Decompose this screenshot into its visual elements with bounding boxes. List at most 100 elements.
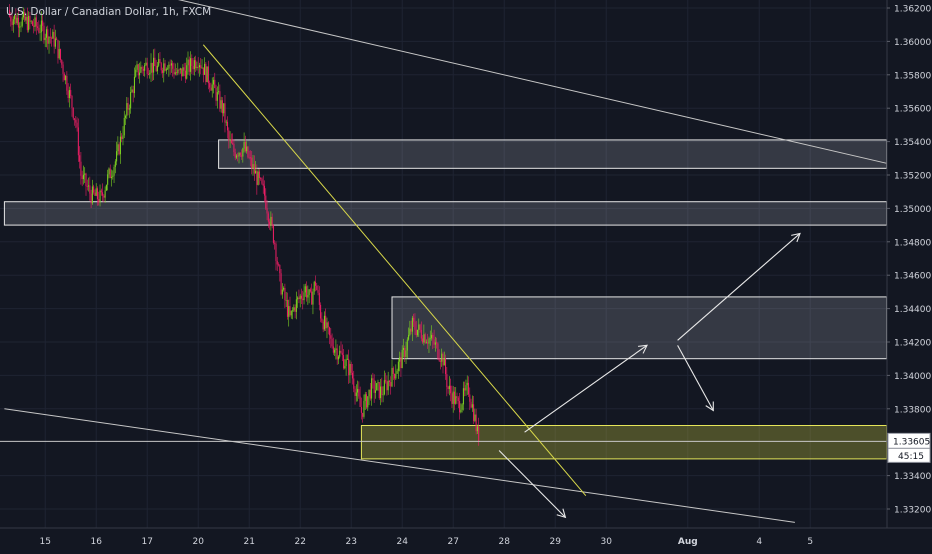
candle	[16, 12, 18, 26]
candle-body	[137, 64, 139, 76]
candles	[8, 4, 480, 446]
candle-body	[59, 49, 62, 60]
candle-body	[161, 70, 164, 73]
candle-body	[89, 185, 91, 194]
candle	[255, 160, 257, 174]
candle-body	[113, 166, 115, 176]
zones	[3, 139, 888, 460]
candle-body	[232, 143, 234, 144]
candle-body	[95, 188, 97, 196]
candle	[19, 22, 21, 38]
candle-body	[365, 394, 368, 408]
candle-body	[126, 103, 128, 116]
candle	[464, 381, 466, 397]
candle	[260, 177, 262, 181]
candle	[280, 269, 282, 296]
candle	[256, 164, 258, 195]
candle	[394, 373, 396, 387]
candle	[429, 330, 431, 346]
x-tick-label: 29	[549, 537, 561, 547]
candle	[292, 307, 294, 320]
candle-body	[144, 65, 146, 71]
candle-body	[19, 26, 21, 28]
candle	[61, 59, 63, 69]
candle	[149, 70, 151, 79]
candle-body	[363, 400, 365, 417]
candle	[31, 20, 33, 27]
candle-body	[461, 404, 463, 410]
candle-body	[267, 213, 269, 222]
candle	[12, 16, 14, 33]
candle	[431, 325, 433, 341]
candle-body	[110, 176, 113, 178]
candle	[439, 358, 441, 370]
candle	[128, 104, 130, 118]
candle	[182, 64, 184, 77]
candle-body	[156, 65, 158, 72]
candle-body	[280, 273, 282, 295]
candle-body	[443, 358, 445, 366]
candle-body	[271, 216, 273, 226]
candle	[223, 103, 225, 117]
candle-body	[464, 388, 466, 391]
candle-body	[39, 32, 41, 34]
candle	[316, 282, 318, 291]
arrow-head	[791, 232, 801, 243]
candle-body	[102, 192, 104, 196]
candle-body	[289, 306, 291, 316]
candle-body	[93, 186, 95, 193]
candle	[302, 290, 304, 310]
candle	[409, 320, 411, 337]
candle-body	[37, 26, 39, 28]
candle	[179, 67, 181, 74]
candle	[348, 349, 350, 384]
candle	[408, 327, 410, 341]
y-tick-label: 1.35000	[894, 205, 931, 215]
candle-body	[451, 393, 453, 404]
candle-body	[255, 170, 257, 174]
candle-body	[456, 396, 458, 398]
candle	[242, 147, 244, 163]
candle	[437, 342, 439, 360]
candle-body	[261, 178, 263, 184]
candle	[332, 337, 334, 355]
candle-body	[85, 173, 87, 187]
candle-body	[313, 281, 315, 292]
candle-body	[272, 225, 274, 243]
y-tick-label: 1.35200	[894, 172, 931, 182]
candle	[144, 63, 146, 77]
candle	[399, 351, 401, 372]
candle	[51, 36, 53, 47]
x-axis: 15 16 17 20 21 22 23 24 27 28 29 30 Aug 4 5	[39, 537, 813, 547]
candle-body	[252, 164, 254, 169]
candle-body	[210, 87, 212, 91]
candle-body	[249, 157, 251, 159]
candle	[318, 286, 320, 311]
candle	[10, 12, 12, 27]
candle-body	[359, 396, 361, 407]
projection-arrow	[677, 345, 714, 412]
y-axis: 1.36200 1.36000 1.35800 1.35600 1.35400 1.352…	[887, 5, 931, 516]
candle	[395, 364, 397, 380]
candle	[285, 292, 287, 308]
candle-body	[53, 31, 55, 47]
candle-body	[149, 73, 151, 75]
candle	[473, 395, 475, 424]
candle	[262, 175, 264, 194]
candle-body	[184, 70, 186, 79]
candle-body	[411, 317, 413, 332]
candle	[455, 386, 457, 405]
candle-body	[475, 414, 477, 432]
candle-body	[408, 334, 410, 340]
candle	[432, 332, 434, 350]
candle	[26, 7, 28, 33]
candle-body	[58, 49, 60, 59]
candle	[246, 141, 248, 154]
candle-body	[311, 291, 313, 305]
candle	[119, 130, 121, 164]
candle	[218, 82, 220, 95]
candle	[45, 26, 47, 48]
candle	[325, 308, 327, 331]
